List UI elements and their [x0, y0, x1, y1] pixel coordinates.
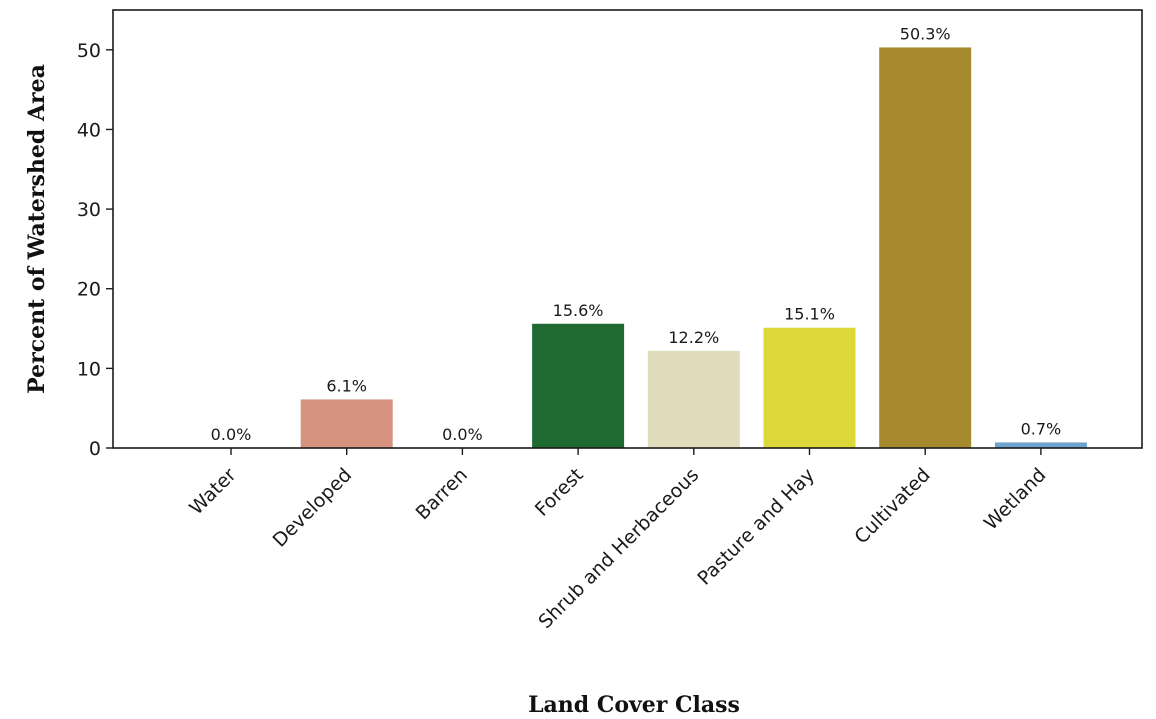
bar-cultivated	[879, 47, 972, 449]
data-label: 50.3%	[900, 24, 951, 43]
x-tick-label: Cultivated	[850, 464, 934, 548]
y-tick-label: 50	[77, 40, 101, 62]
y-tick-label: 0	[89, 438, 101, 460]
data-label: 15.6%	[553, 301, 604, 320]
data-label: 0.0%	[211, 425, 252, 444]
bar-wetland	[994, 442, 1087, 448]
plot-frame	[112, 9, 1143, 449]
x-tick-label: Pasture and Hay	[693, 464, 819, 590]
y-axis-title: Percent of Watershed Area	[24, 64, 50, 394]
x-tick-label: Barren	[412, 464, 472, 524]
bar-pasture-and-hay	[763, 327, 856, 448]
bars-group	[300, 47, 1087, 449]
y-tick-label: 10	[77, 358, 101, 380]
x-tick-label: Water	[185, 464, 240, 519]
data-labels-group: 0.0% 6.1% 0.0% 15.6% 12.2% 15.1% 50.3% 0.7%	[211, 24, 1062, 444]
data-label: 12.2%	[668, 328, 719, 347]
data-label: 0.7%	[1021, 419, 1062, 438]
y-axis-ticks: 0 10 20 30 40 50	[77, 40, 113, 460]
y-tick-label: 20	[77, 279, 101, 301]
x-tick-label: Developed	[269, 464, 357, 552]
data-label: 0.0%	[442, 425, 483, 444]
bar-developed	[300, 399, 393, 448]
data-label: 6.1%	[326, 376, 367, 395]
x-axis-title: Land Cover Class	[528, 692, 740, 718]
data-label: 15.1%	[784, 305, 835, 324]
plot-area	[113, 10, 1142, 448]
bar-shrub-and-herbaceous	[647, 350, 740, 448]
x-tick-label: Forest	[531, 464, 588, 521]
y-tick-label: 30	[77, 199, 101, 221]
y-tick-label: 40	[77, 119, 101, 141]
bar-forest	[532, 323, 625, 448]
x-tick-label: Wetland	[980, 464, 1051, 535]
